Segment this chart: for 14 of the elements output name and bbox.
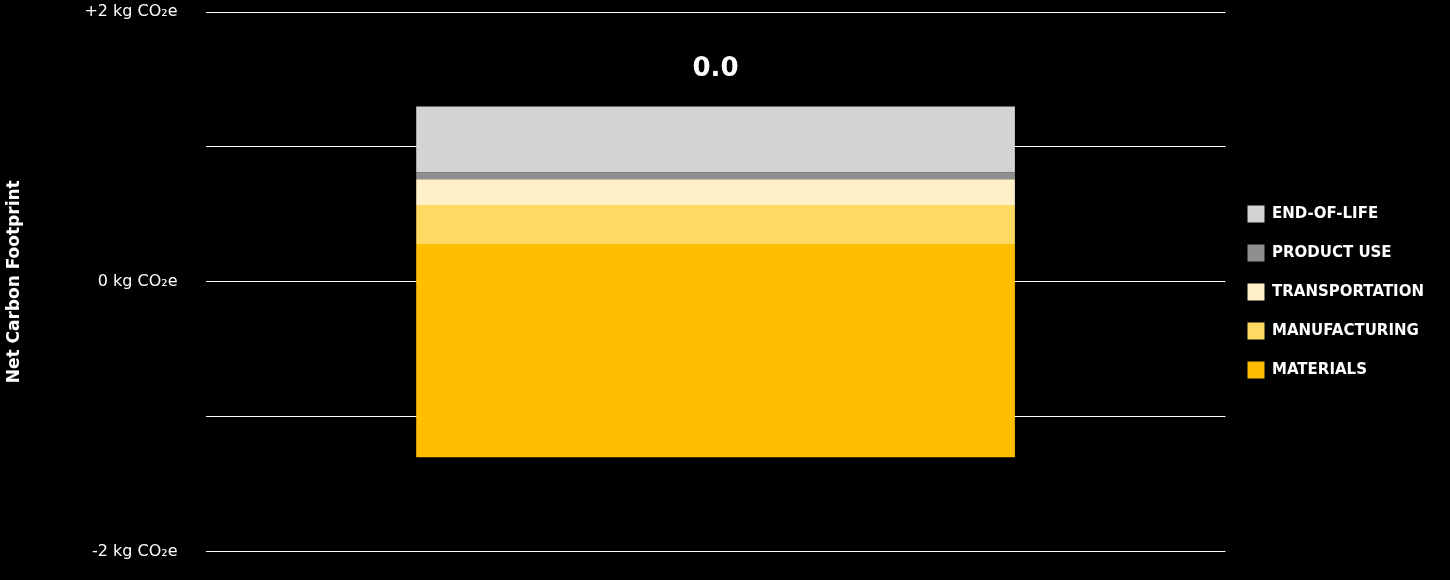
legend-label: MANUFACTURING [1272,320,1419,339]
legend-label: END-OF-LIFE [1272,203,1379,222]
legend-label: MATERIALS [1272,359,1367,378]
y-tick-label: 0 kg CO₂e [97,270,178,290]
legend-label: PRODUCT USE [1272,242,1392,261]
legend-label: TRANSPORTATION [1272,281,1424,300]
bar [416,204,1015,245]
bar [416,244,1015,458]
bar [416,106,1015,173]
y-axis-title: Net Carbon Footprint [2,180,23,384]
bar [416,179,1015,205]
y-tick-label: -2 kg CO₂e [92,540,178,560]
annotation: 0.0 [692,52,739,83]
y-tick-label: +2 kg CO₂e [84,1,178,21]
